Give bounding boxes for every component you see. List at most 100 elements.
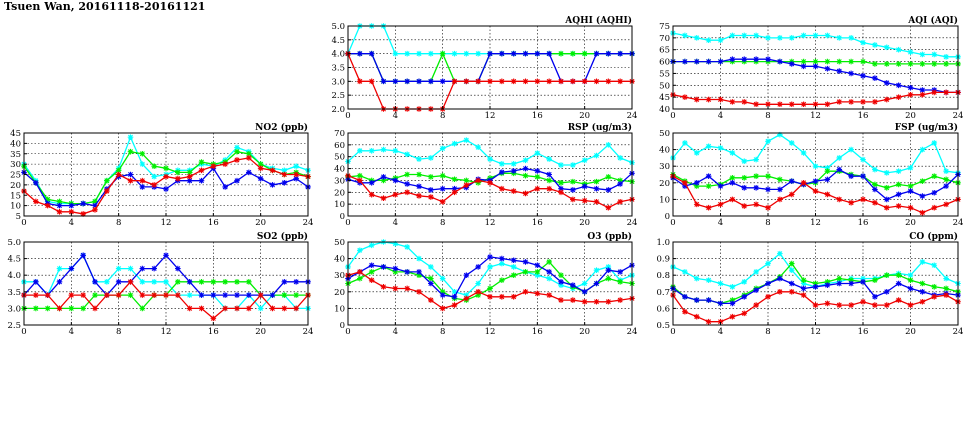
data-point: [151, 173, 157, 180]
data-point: [392, 285, 399, 292]
data-point: [80, 211, 86, 217]
data-point: [717, 318, 724, 325]
x-tick-label: 16: [858, 111, 869, 121]
data-point: [836, 275, 843, 282]
data-point: [404, 244, 410, 250]
data-point: [368, 269, 375, 275]
data-point: [510, 78, 517, 85]
data-point: [127, 265, 134, 272]
data-point: [451, 302, 458, 308]
data-point: [705, 58, 712, 65]
x-tick-label: 24: [303, 218, 314, 228]
data-point: [729, 300, 736, 307]
data-point: [883, 272, 890, 278]
data-point: [499, 260, 505, 267]
data-point: [800, 280, 807, 287]
data-point: [33, 305, 39, 312]
data-point: [943, 61, 949, 67]
data-point: [848, 146, 854, 153]
data-point: [907, 165, 914, 171]
page-title: Tsuen Wan, 20161118-20161121: [4, 0, 206, 13]
data-point: [883, 184, 890, 191]
data-point: [788, 35, 795, 41]
data-point: [717, 37, 724, 44]
data-point: [33, 279, 39, 285]
data-point: [693, 297, 700, 303]
data-point: [558, 279, 564, 285]
data-point: [127, 292, 134, 298]
x-tick-label: 20: [905, 218, 916, 228]
data-point: [593, 185, 600, 192]
x-tick-label: 16: [532, 327, 543, 337]
data-point: [705, 204, 712, 211]
data-point: [895, 82, 902, 89]
y-tick-label: 0.8: [656, 271, 670, 281]
x-tick-label: 24: [627, 218, 638, 228]
data-point: [186, 292, 193, 298]
x-tick-label: 4: [718, 218, 723, 228]
data-point: [812, 178, 819, 184]
x-tick-label: 4: [393, 327, 398, 337]
data-point: [499, 293, 505, 300]
y-tick-label: 40: [334, 255, 345, 265]
data-point: [860, 156, 866, 163]
data-point: [682, 308, 688, 315]
data-point: [581, 197, 588, 204]
x-tick-label: 12: [485, 218, 496, 228]
y-tick-label: 30: [659, 162, 670, 172]
data-point: [451, 289, 458, 295]
data-point: [848, 302, 854, 308]
chart-panel-aqhi: 0 4 8 12 16 20 24 2.0 2.5 3.0 3.5 4.0 4.5 5.0 AQHI (AQ…: [331, 15, 637, 121]
data-point: [534, 50, 541, 57]
data-point: [617, 177, 623, 184]
data-point: [895, 272, 902, 278]
data-point: [534, 262, 541, 269]
data-point: [451, 176, 458, 183]
x-tick-label: 0: [670, 218, 675, 228]
data-point: [765, 204, 771, 211]
chart-title: SO2 (ppb): [257, 231, 308, 242]
data-point: [546, 171, 552, 178]
data-point: [139, 150, 146, 157]
data-point: [44, 292, 51, 298]
data-point: [717, 280, 724, 287]
data-point: [487, 180, 493, 186]
y-tick-label: 40: [334, 165, 345, 175]
data-point: [92, 206, 98, 213]
data-point: [68, 209, 75, 215]
data-point: [824, 65, 831, 72]
x-tick-label: 0: [345, 218, 350, 228]
data-point: [558, 189, 564, 196]
data-point: [368, 262, 375, 269]
data-point: [175, 265, 181, 272]
data-point: [617, 297, 623, 303]
data-point: [222, 161, 228, 167]
data-point: [546, 275, 552, 282]
data-point: [617, 198, 623, 205]
data-point: [380, 264, 387, 270]
data-point: [741, 203, 748, 209]
data-point: [428, 194, 434, 200]
data-point: [717, 201, 724, 208]
data-point: [104, 188, 110, 194]
y-tick-label: 70: [334, 129, 345, 139]
data-point: [463, 292, 470, 298]
data-point: [907, 61, 914, 67]
data-point: [741, 279, 748, 285]
data-point: [931, 204, 938, 211]
data-point: [234, 292, 240, 298]
data-point: [186, 305, 193, 312]
data-point: [104, 177, 110, 184]
data-point: [872, 186, 878, 193]
data-point: [753, 32, 759, 39]
data-point: [693, 35, 700, 41]
data-point: [943, 176, 949, 183]
data-point: [824, 101, 831, 108]
data-point: [499, 277, 505, 283]
data-point: [439, 145, 446, 152]
data-point: [404, 285, 410, 292]
data-point: [175, 292, 181, 298]
data-point: [883, 204, 890, 211]
data-point: [617, 50, 623, 57]
